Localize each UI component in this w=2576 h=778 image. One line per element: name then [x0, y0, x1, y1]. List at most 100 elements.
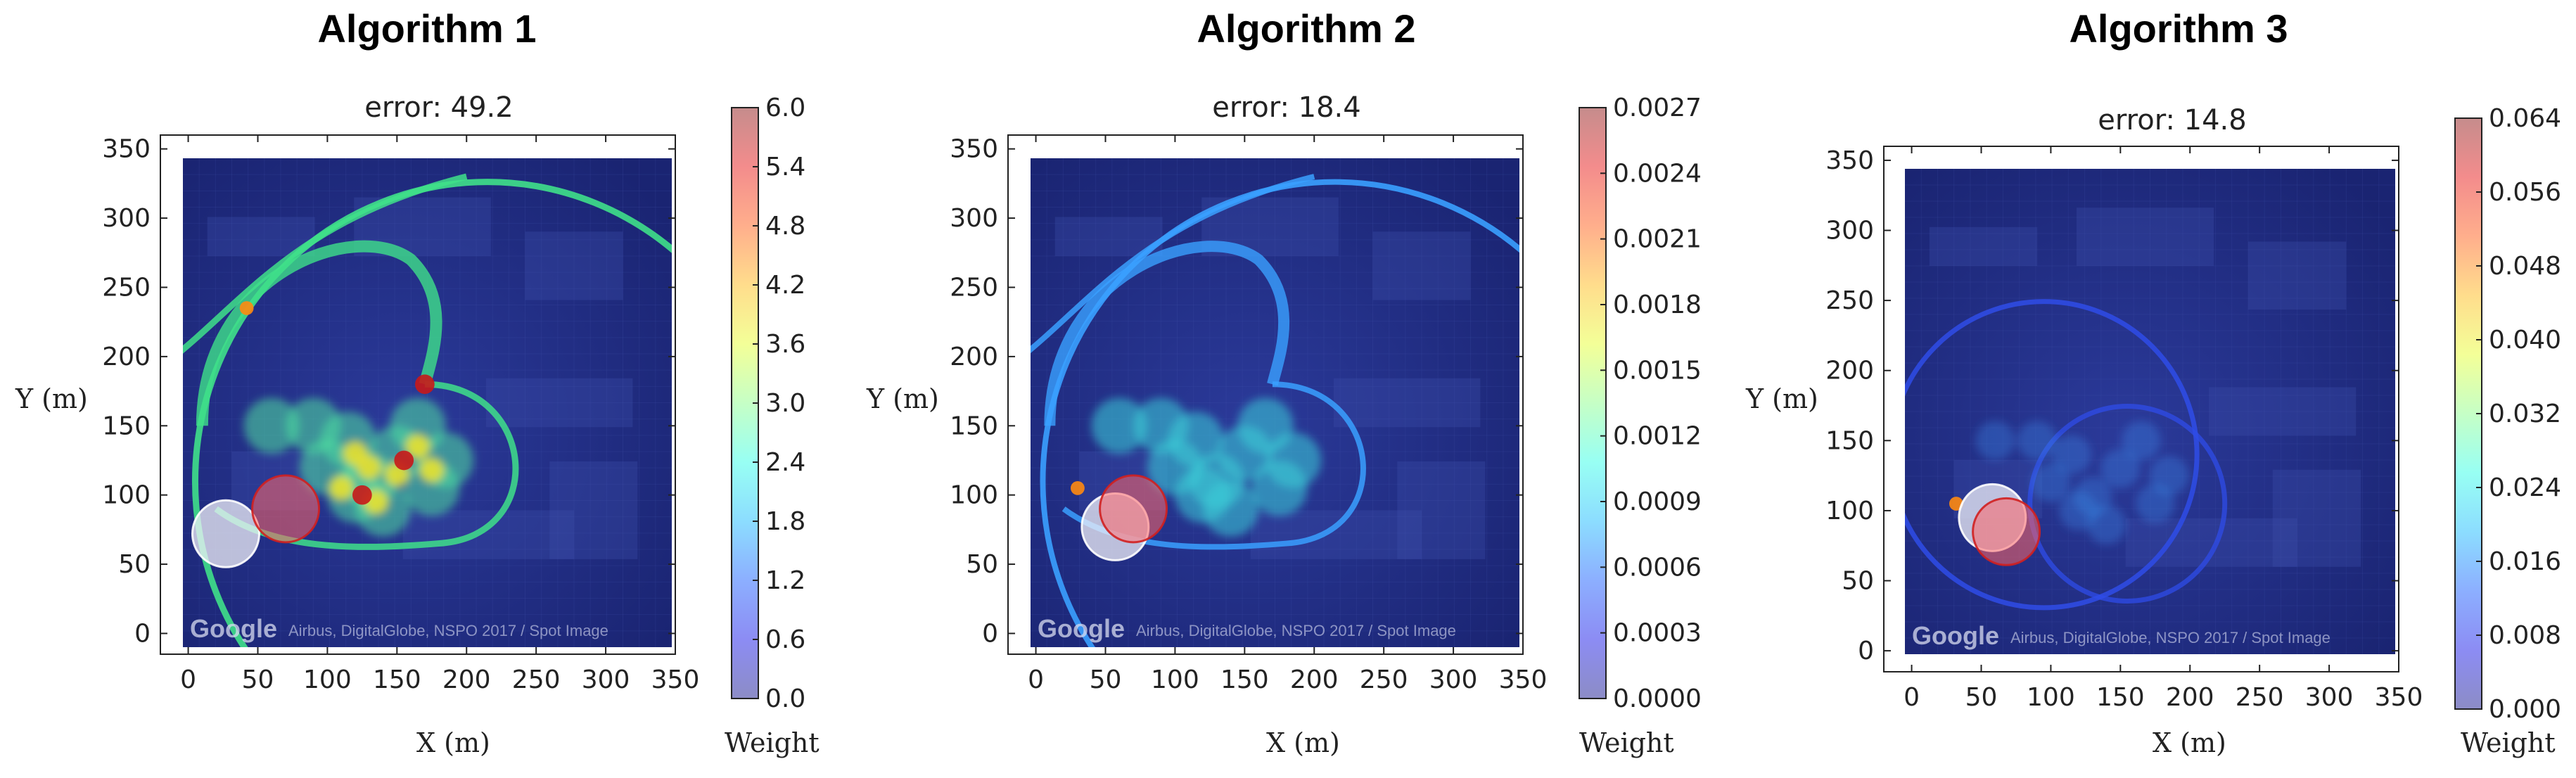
x-tick-label: 150: [1220, 665, 1269, 694]
hotspot: [1071, 480, 1085, 495]
x-tick-label: 100: [2027, 683, 2075, 712]
colorbar-tick-label: 0.0021: [1613, 225, 1702, 254]
colorbar-label: Weight: [725, 727, 820, 758]
colorbar-tick-label: 2.4: [765, 448, 805, 477]
colorbar-tick-label: 0.0024: [1613, 159, 1702, 188]
y-tick-label: 250: [950, 273, 998, 302]
panel-heading: Algorithm 3: [2069, 6, 2288, 51]
panel-heading: Algorithm 1: [317, 6, 537, 51]
y-axis-label: Y (m): [1746, 383, 1818, 414]
y-tick-label: 200: [1825, 357, 1874, 385]
map-building: [1250, 510, 1422, 559]
x-tick-label: 300: [1429, 665, 1478, 694]
colorbar-tick-label: 1.8: [765, 507, 805, 536]
colorbar-tick-label: 0.048: [2489, 252, 2561, 281]
blob-cell: [1202, 480, 1259, 537]
map-building: [525, 231, 623, 300]
error-title: error: 14.8: [2098, 104, 2247, 136]
likelihood-ring: [1040, 179, 1519, 647]
x-tick-label: 200: [1290, 665, 1339, 694]
colorbar-tick-label: 0.0: [765, 684, 805, 713]
map-building: [2125, 518, 2297, 567]
x-tick-label: 200: [442, 665, 491, 694]
map-building: [402, 510, 574, 559]
x-tick-label: 50: [1965, 683, 1998, 712]
likelihood-arc: [183, 173, 468, 354]
x-tick-label: 0: [1904, 683, 1920, 712]
likelihood-arc: [1044, 241, 1290, 426]
y-tick-label: 100: [1825, 497, 1874, 525]
blob-cell: [243, 397, 300, 454]
true-position-marker: [1099, 474, 1168, 544]
x-tick-label: 50: [242, 665, 274, 694]
blob-cell: [2031, 463, 2071, 502]
map-building: [1333, 378, 1481, 428]
colorbar-tick-label: 6.0: [765, 94, 805, 122]
map-layer: Google Airbus, DigitalGlobe, NSPO 2017 / …: [1031, 158, 1519, 647]
x-tick-label: 0: [1028, 665, 1044, 694]
x-axis-label: X (m): [416, 727, 490, 758]
colorbar-tick-label: 4.2: [765, 271, 805, 300]
x-tick-label: 100: [303, 665, 352, 694]
y-tick-label: 100: [102, 481, 151, 510]
x-tick-label: 200: [2166, 683, 2214, 712]
colorbar-frame: [1579, 107, 1607, 699]
map-brand: Google: [1912, 621, 1999, 650]
likelihood-arc: [196, 240, 442, 426]
map-building: [485, 378, 633, 428]
colorbar-tick-label: 0.016: [2489, 547, 2561, 576]
map-attribution: Airbus, DigitalGlobe, NSPO 2017 / Spot I…: [2010, 629, 2330, 646]
y-tick-label: 350: [1825, 146, 1874, 175]
colorbar-tick-label: 0.0018: [1613, 291, 1702, 319]
x-axis-label: X (m): [1266, 727, 1340, 758]
blob-cell: [2122, 421, 2161, 461]
colorbar-tick-label: 0.000: [2489, 695, 2561, 724]
colorbar-label: Weight: [1579, 727, 1674, 758]
y-tick-label: 350: [102, 135, 151, 164]
probability-blob: [1091, 397, 1322, 537]
blob-cell: [2086, 505, 2127, 544]
blob-cell: [1251, 460, 1308, 516]
colorbar: [1579, 108, 1606, 699]
blob-peak: [343, 440, 368, 466]
probability-blob: [1975, 421, 2189, 544]
colorbar-tick-label: 0.008: [2489, 621, 2561, 650]
y-tick-label: 50: [118, 550, 151, 579]
colorbar-tick-label: 0.0012: [1613, 422, 1702, 451]
x-tick-label: 0: [180, 665, 196, 694]
blob-peak: [405, 433, 431, 459]
blob-cell: [2052, 435, 2091, 474]
blob-cell: [2136, 484, 2175, 523]
panel-heading: Algorithm 2: [1197, 6, 1416, 51]
colorbar-tick-label: 0.056: [2489, 178, 2561, 207]
colorbar-tick-label: 0.032: [2489, 400, 2561, 428]
estimated-position-marker: [191, 499, 260, 568]
colorbar-tick-label: 0.0000: [1613, 684, 1702, 713]
x-tick-label: 350: [1499, 665, 1548, 694]
y-tick-label: 150: [950, 412, 998, 440]
likelihood-ring: [1905, 299, 2200, 611]
colorbar-tick-label: 3.0: [765, 389, 805, 418]
map-building: [2247, 241, 2347, 310]
colorbar-tick-label: 0.064: [2489, 104, 2561, 133]
blob-cell: [1975, 421, 2015, 461]
x-tick-label: 350: [651, 665, 700, 694]
x-tick-label: 150: [373, 665, 421, 694]
y-axis-label: Y (m): [867, 383, 939, 414]
colorbar-tick-label: 1.2: [765, 566, 805, 595]
blob-cell: [2017, 421, 2057, 461]
likelihood-ring: [2027, 403, 2228, 604]
blob-cell: [2100, 449, 2141, 488]
hotspot: [239, 301, 254, 315]
y-tick-label: 300: [1825, 217, 1874, 245]
likelihood-ring: [192, 179, 672, 647]
map-layer: Google Airbus, DigitalGlobe, NSPO 2017 / …: [1905, 169, 2395, 654]
x-tick-label: 50: [1090, 665, 1122, 694]
colorbar-tick-label: 0.024: [2489, 473, 2561, 502]
y-tick-label: 300: [102, 204, 151, 233]
map-building: [549, 461, 638, 559]
true-position-marker: [1972, 497, 2041, 566]
hotspot: [415, 374, 435, 395]
colorbar-label: Weight: [2461, 727, 2556, 758]
